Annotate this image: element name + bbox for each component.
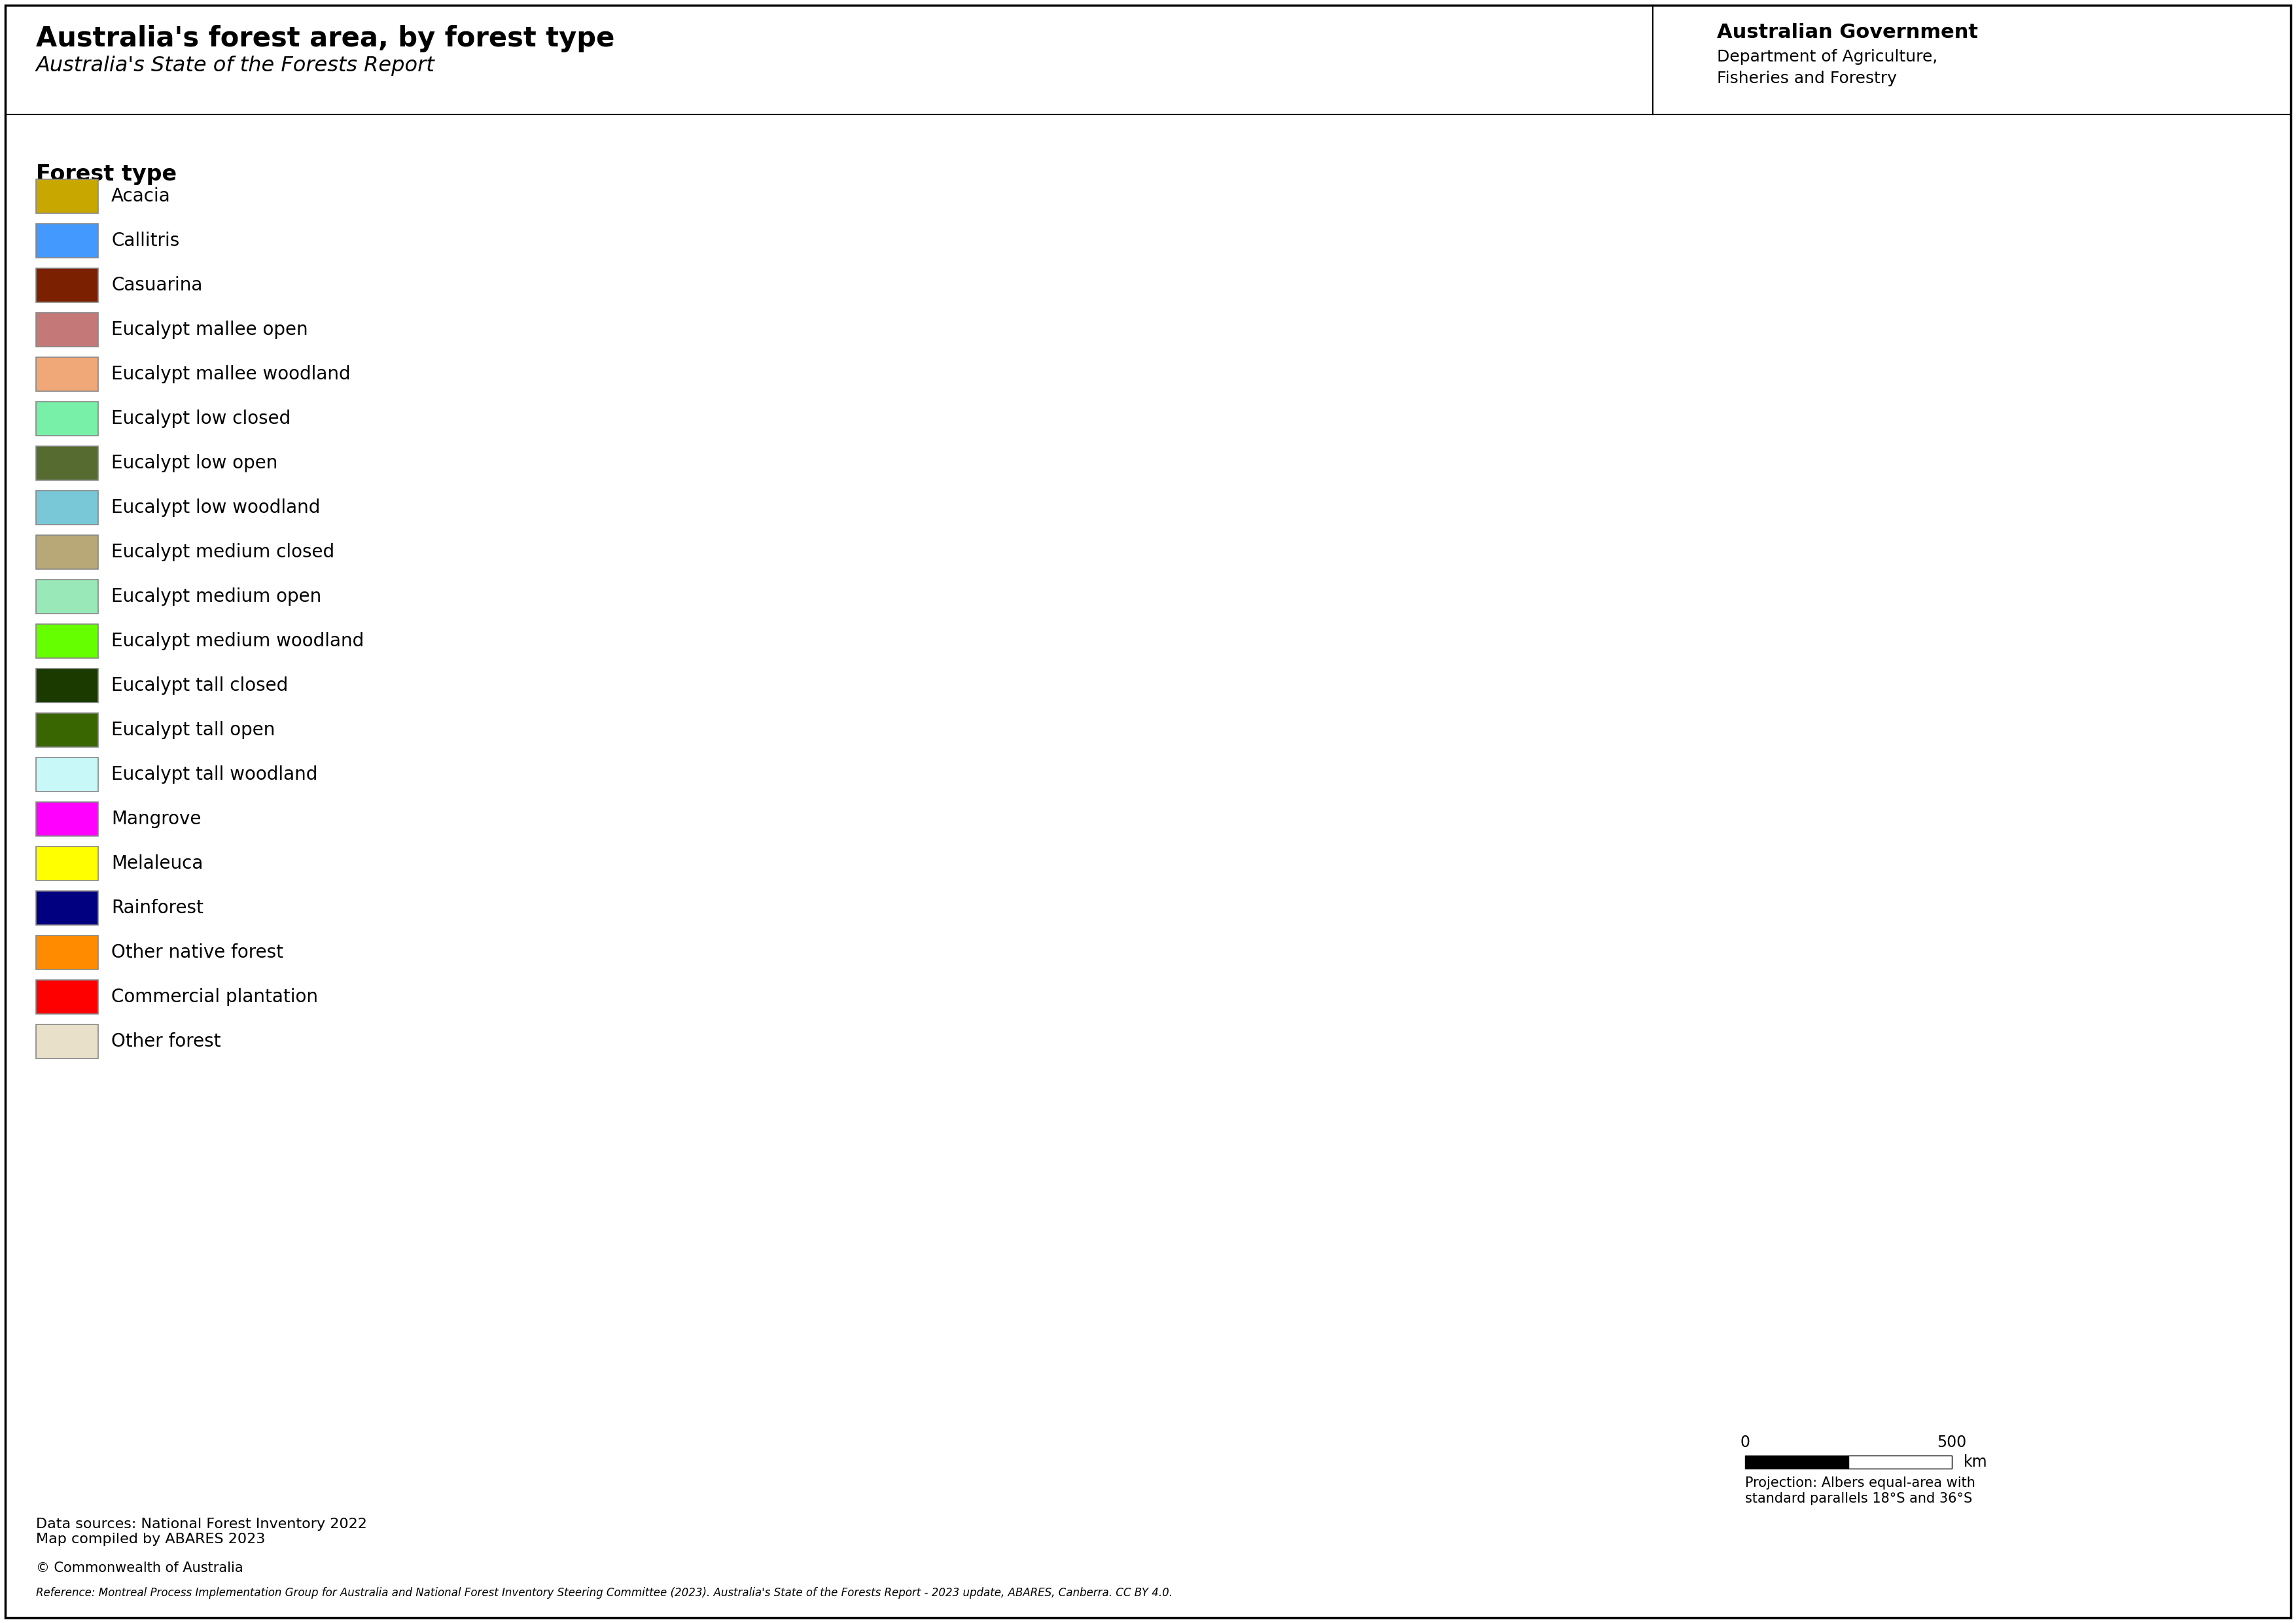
Text: Eucalypt tall open: Eucalypt tall open [110, 721, 276, 738]
Text: Eucalypt tall closed: Eucalypt tall closed [110, 677, 287, 695]
Text: Data sources: National Forest Inventory 2022
Map compiled by ABARES 2023: Data sources: National Forest Inventory … [37, 1518, 367, 1545]
Text: Fisheries and Forestry: Fisheries and Forestry [1717, 71, 1896, 86]
Text: Eucalypt tall woodland: Eucalypt tall woodland [110, 766, 317, 784]
Text: Projection: Albers equal-area with
standard parallels 18°S and 36°S: Projection: Albers equal-area with stand… [1745, 1477, 1975, 1505]
Text: Reference: Montreal Process Implementation Group for Australia and National Fore: Reference: Montreal Process Implementati… [37, 1587, 1173, 1599]
Text: Forest type: Forest type [37, 164, 177, 185]
Text: Casuarina: Casuarina [110, 276, 202, 294]
Bar [37, 268, 99, 302]
Text: 500: 500 [1938, 1435, 1965, 1451]
Bar [37, 313, 99, 347]
Bar [37, 446, 99, 480]
Text: Australia's forest area, by forest type: Australia's forest area, by forest type [37, 24, 615, 52]
Text: Callitris: Callitris [110, 232, 179, 250]
Bar [37, 579, 99, 613]
Bar [37, 490, 99, 524]
Text: Australian Government: Australian Government [1717, 23, 1979, 42]
Text: Commercial plantation: Commercial plantation [110, 988, 319, 1006]
Text: © Commonwealth of Australia: © Commonwealth of Australia [37, 1561, 243, 1574]
Text: Eucalypt mallee open: Eucalypt mallee open [110, 321, 308, 339]
Bar [37, 179, 99, 213]
Bar [1848, 1456, 1952, 1469]
Text: Eucalypt mallee woodland: Eucalypt mallee woodland [110, 365, 351, 383]
Bar [37, 758, 99, 792]
Text: Acacia: Acacia [110, 187, 170, 206]
Text: km: km [1963, 1454, 1988, 1470]
Bar [1745, 1456, 1848, 1469]
Bar [37, 847, 99, 881]
Bar [37, 980, 99, 1014]
Text: Eucalypt medium closed: Eucalypt medium closed [110, 544, 335, 562]
Text: Other native forest: Other native forest [110, 943, 282, 962]
Text: Mangrove: Mangrove [110, 810, 202, 828]
Text: 0: 0 [1740, 1435, 1750, 1451]
Bar [37, 401, 99, 435]
Text: Eucalypt low woodland: Eucalypt low woodland [110, 498, 319, 516]
Text: Eucalypt low closed: Eucalypt low closed [110, 409, 292, 428]
Text: Rainforest: Rainforest [110, 899, 204, 917]
Text: Melaleuca: Melaleuca [110, 854, 202, 873]
Bar [37, 712, 99, 747]
Bar [37, 536, 99, 570]
Bar [37, 357, 99, 391]
Bar [37, 802, 99, 836]
Text: Other forest: Other forest [110, 1032, 220, 1050]
Text: Department of Agriculture,: Department of Agriculture, [1717, 49, 1938, 65]
Text: Eucalypt low open: Eucalypt low open [110, 454, 278, 472]
Bar [37, 669, 99, 703]
Bar [37, 935, 99, 969]
Bar [37, 224, 99, 258]
Text: Eucalypt medium woodland: Eucalypt medium woodland [110, 631, 365, 651]
Text: Eucalypt medium open: Eucalypt medium open [110, 588, 321, 605]
Bar [37, 1024, 99, 1058]
Bar [37, 891, 99, 925]
Bar [37, 625, 99, 657]
Text: Australia's State of the Forests Report: Australia's State of the Forests Report [37, 55, 434, 76]
